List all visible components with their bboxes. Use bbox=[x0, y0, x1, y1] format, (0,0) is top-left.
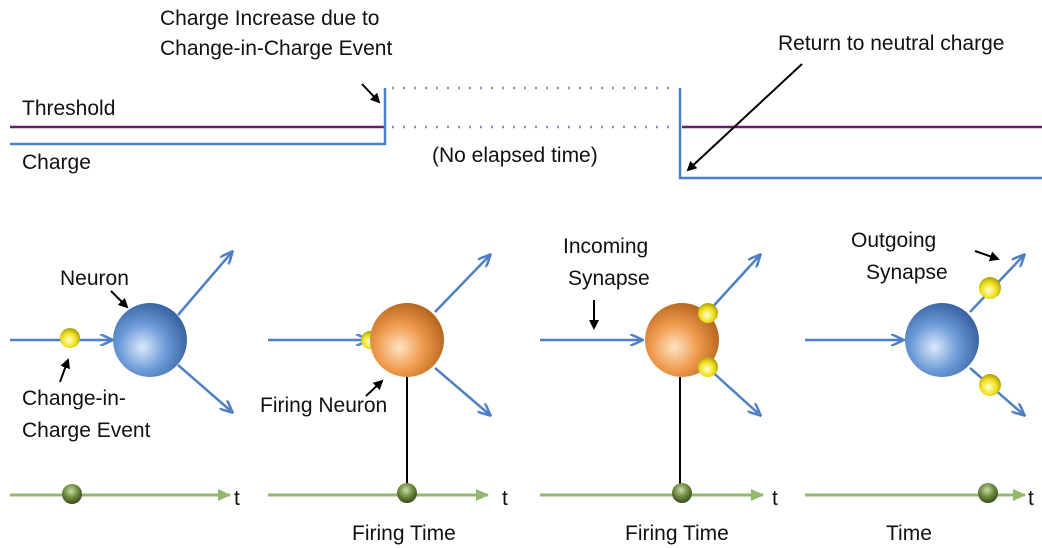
label: Neuron bbox=[60, 267, 129, 290]
diagram: Threshold Charge Charge Increase due to … bbox=[0, 0, 1042, 548]
label: Firing Neuron bbox=[260, 394, 387, 417]
panel: Firing Neuron t Firing Time bbox=[260, 255, 508, 545]
time-ball bbox=[397, 483, 417, 503]
panel: Outgoing Synapse t Time bbox=[805, 229, 1034, 545]
neuron bbox=[113, 303, 187, 377]
panel: Incoming Synapse t Firing Time bbox=[540, 235, 778, 545]
synapse bbox=[698, 303, 718, 323]
label: Synapse bbox=[568, 267, 650, 290]
event bbox=[60, 328, 80, 348]
label: Synapse bbox=[866, 261, 948, 284]
label: Change-in-Charge Event bbox=[160, 37, 392, 60]
label: Return to neutral charge bbox=[778, 32, 1004, 55]
panel: Neuron Change-in- Charge Event t bbox=[10, 252, 240, 510]
synapse bbox=[979, 277, 1001, 299]
time-ball bbox=[62, 484, 82, 504]
label: Charge Increase due to bbox=[160, 7, 379, 30]
output-arrow bbox=[435, 368, 490, 415]
label: Incoming bbox=[563, 235, 648, 258]
axis-label: t bbox=[1028, 487, 1034, 510]
neuron bbox=[370, 303, 444, 377]
axis-label: t bbox=[772, 487, 778, 510]
axis-label: t bbox=[234, 487, 240, 510]
output-arrow bbox=[435, 255, 490, 312]
time-ball bbox=[672, 483, 692, 503]
time-label: Firing Time bbox=[352, 522, 456, 545]
charge-line bbox=[680, 88, 1042, 178]
arrow bbox=[688, 64, 802, 170]
time-label: Time bbox=[886, 522, 932, 545]
label: Change-in- bbox=[22, 387, 126, 410]
output-arrow bbox=[708, 368, 760, 415]
label: Outgoing bbox=[851, 229, 936, 252]
synapse bbox=[979, 374, 1001, 396]
output-arrow bbox=[708, 255, 760, 312]
arrow bbox=[975, 251, 998, 259]
arrow bbox=[60, 360, 68, 382]
label: Threshold bbox=[22, 97, 115, 120]
axis-label: t bbox=[502, 487, 508, 510]
output-arrow bbox=[178, 252, 232, 315]
arrow bbox=[111, 291, 127, 307]
label: Charge bbox=[22, 151, 91, 174]
synapse bbox=[698, 357, 718, 377]
label: (No elapsed time) bbox=[432, 144, 598, 167]
arrow bbox=[362, 84, 379, 102]
time-label: Firing Time bbox=[625, 522, 729, 545]
label: Charge Event bbox=[22, 419, 151, 442]
output-arrow bbox=[178, 365, 232, 412]
neuron bbox=[905, 303, 979, 377]
time-ball bbox=[978, 483, 998, 503]
charge-plot: Threshold Charge Charge Increase due to … bbox=[10, 7, 1042, 178]
